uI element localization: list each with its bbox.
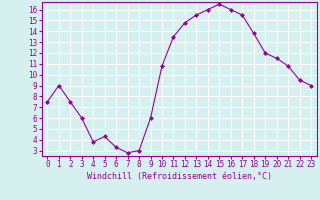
X-axis label: Windchill (Refroidissement éolien,°C): Windchill (Refroidissement éolien,°C) bbox=[87, 172, 272, 181]
